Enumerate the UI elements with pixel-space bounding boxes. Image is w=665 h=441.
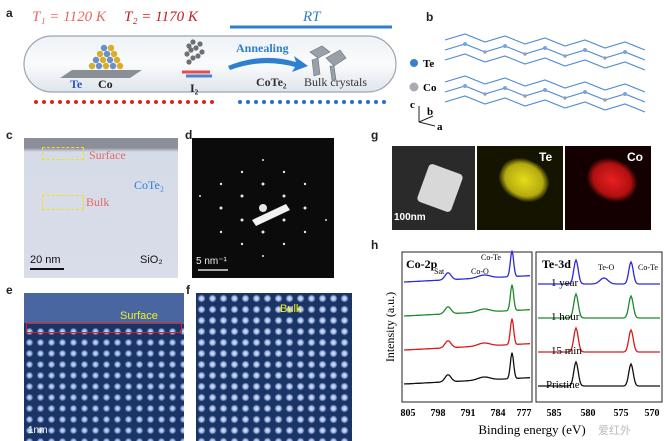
xps-curve-1-left — [404, 284, 530, 317]
crystal-atoms — [463, 42, 627, 96]
coo-annotation: Co-O — [471, 267, 489, 276]
surface-text: Surface — [89, 148, 126, 162]
co-map-label: Co — [627, 150, 643, 164]
xps-curve-1-right — [538, 292, 660, 319]
x-ticks-left: 805 798 791 784 777 — [401, 408, 532, 419]
xps-curve-0-left — [404, 250, 530, 283]
x-axis-label: Binding energy (eV) — [478, 422, 585, 437]
panel-g-co-map: Co — [565, 146, 651, 230]
tick-570: 570 — [645, 408, 660, 419]
cote-right-annotation: Co-Te — [638, 263, 658, 272]
heating-coils-blue — [238, 100, 386, 104]
sem-scale-text: 100nm — [394, 212, 426, 223]
tick-585: 585 — [547, 408, 562, 419]
te-legend-icon — [410, 59, 418, 67]
surface-box — [42, 147, 84, 160]
tick-805: 805 — [401, 408, 416, 419]
axis-a-label: a — [437, 121, 443, 132]
time-15min: 15 min — [551, 345, 582, 357]
co-label: Co — [98, 77, 113, 91]
te-map-label: Te — [539, 150, 553, 164]
cote2-label: CoTe₂ — [256, 75, 287, 89]
bulk-box — [42, 195, 84, 210]
bulk-text-f: Bulk — [280, 303, 302, 315]
bulk-crystals-label: Bulk crystals — [304, 75, 367, 89]
time-1year: 1 year — [551, 277, 579, 289]
xps-frame-right — [535, 251, 663, 403]
rt-label: RT — [302, 9, 322, 25]
axis-triad — [418, 106, 436, 127]
panel-c-tem-image: Surface CoTe₂ Bulk 20 nm SiO₂ — [24, 138, 178, 278]
tick-784: 784 — [491, 408, 506, 419]
axis-b-label: b — [427, 106, 433, 118]
panel-h-label: h — [371, 238, 379, 252]
beam-stop — [252, 204, 290, 226]
diffraction-spots — [198, 159, 327, 271]
scale-bar — [30, 268, 64, 270]
tick-575: 575 — [614, 408, 629, 419]
powder-pile — [88, 44, 124, 70]
axis-c-label: c — [410, 99, 415, 111]
tick-798: 798 — [431, 408, 446, 419]
panel-e-haadf: Surface 1nm — [24, 293, 184, 441]
co-legend-label: Co — [423, 82, 437, 94]
watermark: 爱红外 — [598, 424, 631, 437]
panel-c-label: c — [6, 128, 13, 142]
heating-coils-red — [34, 100, 214, 104]
panel-d-diffraction: 5 nm⁻¹ — [192, 138, 334, 278]
bulk-crystals-icon — [309, 45, 347, 81]
panel-d-label: d — [185, 128, 193, 142]
i2-label: I₂ — [190, 81, 199, 95]
tick-580: 580 — [581, 408, 596, 419]
t2-label: T₂ = 1170 K — [124, 9, 199, 25]
xps-spectra — [403, 250, 660, 387]
xps-curve-0-right — [538, 258, 660, 285]
xps-curve-3-left — [403, 352, 530, 385]
sio2-text: SiO₂ — [140, 254, 163, 266]
teo-annotation: Te-O — [598, 263, 615, 272]
xps-frame-left — [401, 251, 533, 403]
panel-f-label: f — [186, 283, 190, 297]
t1-label: T₁ = 1120 K — [32, 9, 107, 25]
panel-h-xps-plot: Co-2p Te-3d Sat Co-O Co-Te Te-O Co-Te 1 … — [383, 250, 663, 437]
co2p-title: Co-2p — [406, 257, 438, 271]
cote-left-annotation: Co-Te — [481, 253, 501, 262]
iodine-molecules — [184, 39, 205, 65]
panel-a-schematic: T₁ = 1120 K T₂ = 1170 K RT Te Co I₂ Anne… — [23, 9, 397, 104]
diffraction-scale-text: 5 nm⁻¹ — [196, 256, 227, 267]
cote2-text: CoTe₂ — [134, 178, 165, 192]
panel-a-label: a — [6, 6, 13, 20]
time-1hour: 1 hour — [551, 311, 580, 323]
te-label: Te — [70, 77, 83, 91]
te-legend-label: Te — [423, 58, 434, 70]
tick-791: 791 — [461, 408, 476, 419]
scale-text-e: 1nm — [28, 425, 48, 436]
scale-text: 20 nm — [30, 254, 61, 266]
panel-g-sem: 100nm — [392, 146, 475, 230]
te3d-title: Te-3d — [542, 257, 571, 271]
substrate-plate — [60, 70, 142, 78]
sat-annotation: Sat — [434, 267, 445, 276]
time-pristine: Pristine — [546, 379, 580, 391]
surface-text-e: Surface — [120, 310, 158, 322]
xps-curve-2-left — [404, 318, 530, 351]
panel-f-haadf: Bulk — [196, 293, 352, 441]
panel-b-crystal-structure: Te Co c b a — [409, 33, 646, 132]
panel-e-label: e — [6, 283, 13, 297]
annealing-arrow — [228, 56, 308, 72]
panel-b-label: b — [426, 10, 434, 24]
bulk-text: Bulk — [86, 195, 110, 209]
crystal-layers — [444, 33, 646, 113]
co-legend-icon — [409, 82, 419, 92]
annealing-label: Annealing — [236, 41, 289, 55]
panel-g-te-map: Te — [477, 146, 563, 230]
panel-g-label: g — [371, 128, 379, 142]
xps-curve-2-right — [538, 326, 660, 353]
xps-curve-3-right — [538, 360, 660, 387]
y-axis-label: Intensity (a.u.) — [383, 292, 397, 362]
x-ticks-right: 585 580 575 570 — [547, 408, 660, 419]
surface-highlight-box — [26, 323, 182, 333]
tick-777: 777 — [517, 408, 532, 419]
